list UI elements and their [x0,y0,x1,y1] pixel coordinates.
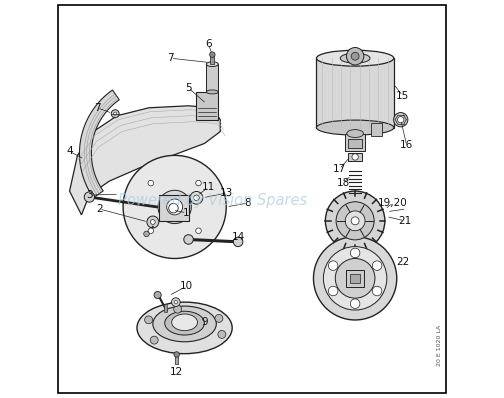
Circle shape [336,202,374,240]
Text: 13: 13 [220,188,233,198]
Text: 3: 3 [86,190,93,200]
Circle shape [174,352,179,357]
Circle shape [372,261,382,270]
Circle shape [218,330,226,338]
Bar [164,304,167,312]
Bar [317,58,394,128]
Bar [197,92,218,120]
Text: 14: 14 [231,232,245,242]
FancyBboxPatch shape [159,195,188,221]
FancyBboxPatch shape [348,152,362,161]
Text: 22: 22 [396,258,409,267]
Circle shape [154,291,161,298]
Circle shape [196,228,201,234]
Text: 8: 8 [245,198,251,208]
Circle shape [84,192,95,202]
Circle shape [394,113,408,127]
Circle shape [233,237,243,247]
Text: Powered by Vision Spares: Powered by Vision Spares [118,193,307,209]
Circle shape [398,117,404,123]
Text: 2: 2 [96,204,103,214]
Ellipse shape [317,50,394,66]
Circle shape [151,220,155,224]
Text: 4: 4 [66,146,73,156]
Circle shape [148,228,154,234]
Text: 18: 18 [337,178,350,188]
Ellipse shape [207,62,218,66]
Circle shape [352,154,358,160]
Ellipse shape [340,53,370,63]
Text: 5: 5 [185,83,192,93]
Circle shape [350,299,360,308]
Circle shape [210,52,215,57]
Circle shape [350,248,360,258]
Text: 6: 6 [205,39,212,49]
Circle shape [215,314,223,322]
Text: 7: 7 [167,53,174,63]
Circle shape [351,52,359,60]
Circle shape [113,112,117,115]
Text: 11: 11 [202,182,215,192]
Circle shape [190,191,203,204]
Circle shape [345,211,365,231]
Circle shape [184,235,194,244]
Bar [210,55,214,64]
Bar [371,123,382,136]
FancyBboxPatch shape [350,273,360,283]
Circle shape [174,305,181,313]
Text: 19,20: 19,20 [378,198,408,208]
Ellipse shape [172,314,198,331]
Circle shape [329,286,338,296]
Circle shape [147,216,159,228]
Circle shape [158,190,192,224]
Circle shape [144,231,149,237]
Circle shape [324,247,387,310]
Circle shape [150,336,158,344]
Bar [345,134,365,151]
FancyBboxPatch shape [348,139,362,148]
Circle shape [148,180,154,186]
Ellipse shape [347,130,363,138]
Ellipse shape [165,311,205,335]
Ellipse shape [317,120,394,135]
Circle shape [313,237,397,320]
Circle shape [372,286,382,296]
Circle shape [194,195,199,201]
Bar [207,64,218,92]
Bar [175,355,178,365]
Polygon shape [80,90,119,198]
Text: 1: 1 [183,208,190,218]
Ellipse shape [137,302,232,354]
Text: 16: 16 [400,140,413,150]
Ellipse shape [207,90,218,94]
Circle shape [196,180,201,186]
Circle shape [174,300,177,304]
FancyBboxPatch shape [346,269,364,287]
Text: 12: 12 [170,367,183,377]
Text: 17: 17 [333,164,346,174]
Circle shape [111,110,119,118]
Polygon shape [70,106,220,215]
Circle shape [329,261,338,270]
Circle shape [346,47,364,65]
Circle shape [326,191,385,251]
Circle shape [351,217,359,225]
Text: 20 E 1020 LA: 20 E 1020 LA [436,324,442,366]
Text: 15: 15 [396,91,409,101]
Circle shape [169,203,178,213]
Text: 21: 21 [398,216,411,226]
Circle shape [123,155,226,258]
Circle shape [167,199,182,215]
Text: 7: 7 [94,103,101,113]
Text: 9: 9 [201,317,208,327]
Circle shape [335,258,375,298]
Circle shape [145,316,153,324]
Text: 10: 10 [180,281,193,291]
Circle shape [171,298,180,306]
Ellipse shape [153,306,216,342]
